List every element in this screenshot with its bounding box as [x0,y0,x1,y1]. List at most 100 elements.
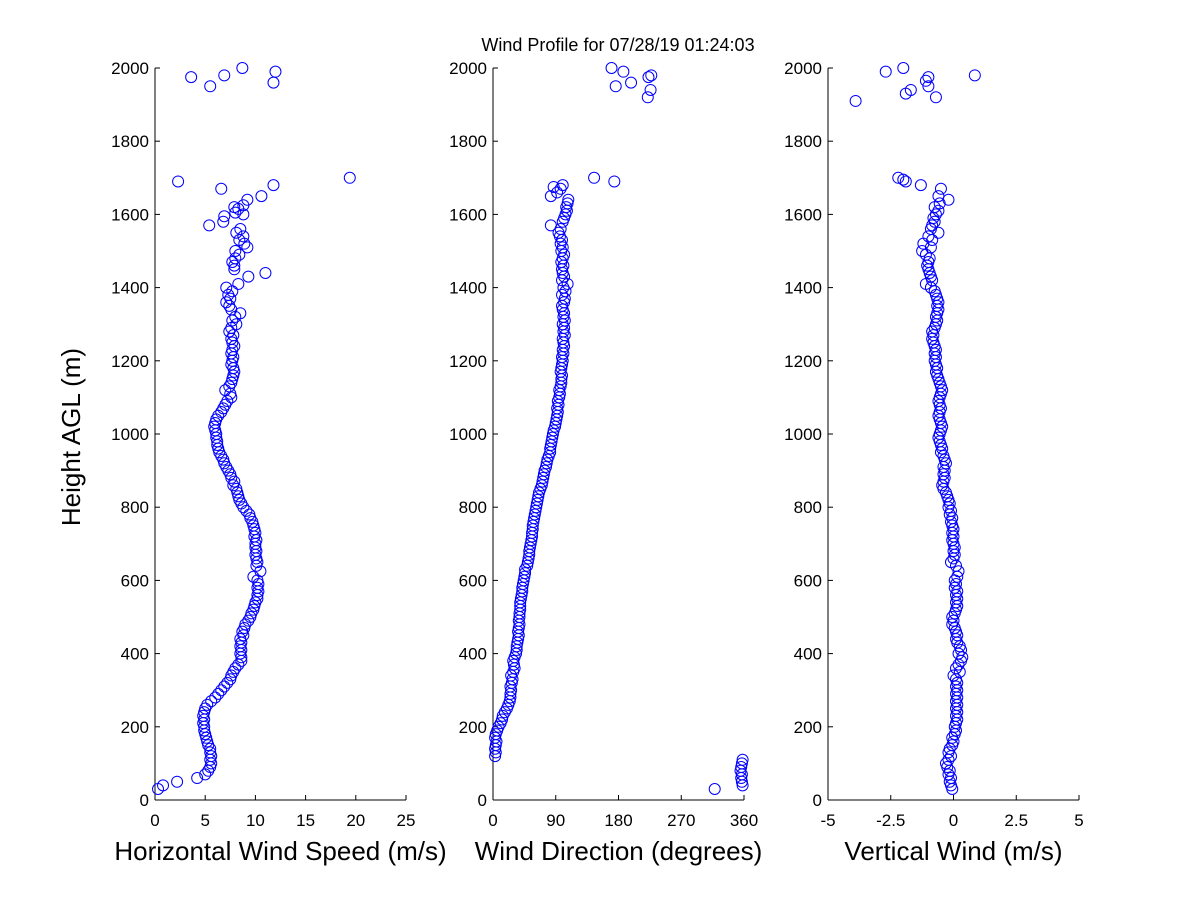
data-point [952,565,965,578]
data-point [531,493,544,506]
data-point [232,277,245,290]
data-point [588,171,601,184]
data-point [944,556,957,569]
x-tick-label: 0 [150,811,159,830]
data-point [532,490,545,503]
y-tick-label: 1000 [111,425,149,444]
data-point [226,285,239,298]
data-points [849,62,981,796]
data-point [218,680,231,693]
data-point [956,651,969,664]
data-point [215,182,228,195]
data-point [220,296,233,309]
data-point [947,669,960,682]
data-point [172,175,185,188]
data-point [924,241,937,254]
y-axis-label: Height AGL (m) [56,348,86,526]
data-point [944,504,957,517]
x-axis-label: Horizontal Wind Speed (m/s) [114,836,446,866]
data-point [849,94,862,107]
data-point [608,175,621,188]
y-tick-label: 1400 [784,279,822,298]
figure-title: Wind Profile for 07/28/19 01:24:03 [481,35,754,55]
data-point [204,746,217,759]
data-point [234,632,247,645]
y-tick-label: 1600 [449,205,487,224]
data-point [237,230,250,243]
y-tick-label: 400 [459,645,487,664]
panel-2: 0 200 400 600 800 1000 1200 1400 1600 1800 2000 0 90… [449,59,762,866]
data-point [922,71,935,84]
data-point [230,226,243,239]
data-point [922,80,935,93]
data-point [221,676,234,689]
data-point [230,318,243,331]
x-tick-label: 90 [546,811,565,830]
data-point [708,783,721,796]
x-tick-label: 25 [397,811,416,830]
y-tick-label: 2000 [111,59,149,78]
data-point [205,695,218,708]
y-tick-label: 200 [459,718,487,737]
data-point [968,69,981,82]
x-tick-label: 15 [296,811,315,830]
data-point [241,241,254,254]
y-tick-label: 400 [794,645,822,664]
data-point [946,731,959,744]
data-point [241,193,254,206]
data-point [229,206,242,219]
y-tick-label: 1400 [449,279,487,298]
data-point [229,245,242,257]
data-point [919,74,932,87]
data-point [932,190,945,203]
data-point [209,691,222,704]
data-point [236,62,249,74]
data-point [519,567,532,580]
data-point [259,266,272,279]
panel-1: 0 200 400 600 800 1000 1200 1400 1600 1800 2000 0 5 1… [56,59,447,866]
data-point [953,640,966,653]
y-tick-label: 1800 [449,132,487,151]
data-point [939,486,952,499]
x-tick-label: 0 [949,811,958,830]
data-point [735,757,748,770]
data-point [932,204,945,217]
data-point [736,753,749,766]
data-point [642,71,655,84]
data-point [916,245,929,257]
x-tick-label: -5 [820,811,835,830]
data-point [558,248,571,261]
data-point [215,684,228,697]
data-point [537,468,550,481]
x-tick-label: 5 [1074,811,1083,830]
data-point [343,171,356,184]
data-point [518,570,531,583]
data-point [879,65,892,78]
data-point [218,69,231,82]
y-tick-label: 800 [459,498,487,517]
data-point [645,69,658,82]
data-point [544,219,557,232]
data-point [255,190,268,203]
data-point [540,457,553,470]
y-tick-label: 1000 [449,425,487,444]
data-point [201,698,214,711]
data-points [489,62,749,796]
data-point [228,201,241,214]
data-point [489,731,502,744]
y-tick-label: 400 [121,645,149,664]
data-point [242,270,255,283]
data-point [943,742,956,755]
data-point [934,182,947,195]
data-point [926,219,939,232]
data-point [926,325,939,338]
data-point [951,585,964,598]
data-point [605,62,618,74]
data-point [899,175,912,188]
data-point [932,226,945,239]
data-point [937,449,950,462]
data-point [537,471,550,484]
